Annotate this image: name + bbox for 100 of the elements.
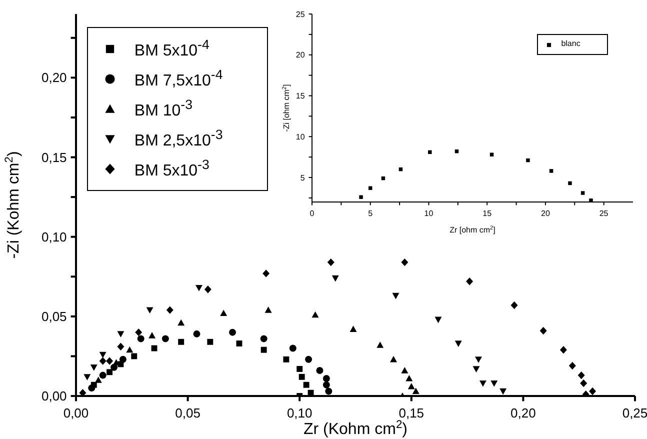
point xyxy=(401,258,408,266)
point xyxy=(207,338,214,345)
point xyxy=(454,340,462,347)
point xyxy=(408,382,415,390)
point xyxy=(178,319,185,326)
point xyxy=(580,379,588,388)
point xyxy=(510,301,518,310)
point xyxy=(204,286,212,294)
point xyxy=(412,388,420,394)
point xyxy=(472,366,480,372)
point xyxy=(260,346,267,353)
x-tick-label: 15 xyxy=(482,209,492,218)
point xyxy=(350,326,357,332)
point xyxy=(376,342,384,348)
point xyxy=(390,356,398,362)
point xyxy=(262,270,270,278)
legend-box: blanc xyxy=(537,34,608,56)
y-tick-label: 0,20 xyxy=(41,70,67,86)
x-tick-label: 5 xyxy=(368,209,374,218)
point xyxy=(322,374,330,382)
point xyxy=(589,387,596,396)
point xyxy=(298,374,305,380)
point xyxy=(312,311,319,318)
y-tick-label: 10 xyxy=(296,132,306,142)
x-tick-label: 0,25 xyxy=(622,406,647,420)
point xyxy=(401,367,408,374)
point xyxy=(229,328,236,336)
point xyxy=(327,258,334,266)
point xyxy=(568,181,572,186)
point xyxy=(137,335,144,342)
point xyxy=(428,150,432,154)
point xyxy=(549,169,554,173)
legend-label: BM 7,5x10$^{-4}$ xyxy=(134,66,223,92)
x-tick-label: 0,15 xyxy=(398,406,424,420)
point xyxy=(162,335,169,342)
point xyxy=(296,366,303,372)
y-tick-label: 0,10 xyxy=(41,229,67,244)
point xyxy=(84,374,91,380)
point xyxy=(178,338,184,345)
point xyxy=(126,346,134,353)
point xyxy=(303,382,310,388)
legend-label: BM 5x10$^{-4}$ xyxy=(134,36,210,62)
point xyxy=(99,372,106,379)
legend-label: BM 2,5x10$^{-3}$ xyxy=(134,126,223,152)
y-tick-label: 25 xyxy=(296,10,306,19)
y-tick-label: 15 xyxy=(296,92,306,101)
y-tick-label: 20 xyxy=(296,50,306,60)
point xyxy=(99,357,106,365)
point xyxy=(500,388,507,395)
point xyxy=(148,332,156,338)
point xyxy=(166,306,174,314)
legend-label: BM 10$^{-3}$ xyxy=(134,96,192,122)
point xyxy=(568,362,576,370)
point xyxy=(490,380,498,387)
point xyxy=(90,364,98,371)
point xyxy=(289,344,296,352)
point xyxy=(260,335,268,342)
y-tick-label: 0,05 xyxy=(41,308,67,324)
point xyxy=(466,278,474,286)
point xyxy=(316,367,324,374)
x-tick-label: 0,05 xyxy=(175,406,200,420)
point xyxy=(368,186,372,190)
x-tick-label: 0 xyxy=(310,209,315,218)
point xyxy=(392,292,400,300)
y-tick-label: 5 xyxy=(300,173,306,182)
point xyxy=(406,374,413,382)
x-tick-label: 10 xyxy=(424,209,434,218)
point xyxy=(220,310,228,316)
point xyxy=(146,307,154,314)
x-axis-title: Zr (Kohm cm$^{2}$) xyxy=(303,419,408,438)
point xyxy=(117,331,124,338)
point xyxy=(99,352,106,358)
point xyxy=(474,356,482,363)
point xyxy=(540,326,547,335)
point xyxy=(131,353,138,360)
point xyxy=(359,195,363,199)
point xyxy=(94,376,102,383)
point xyxy=(195,284,202,292)
point xyxy=(119,356,126,363)
x-tick-label: 25 xyxy=(599,209,609,218)
point xyxy=(106,357,114,365)
y-tick-label: 0,00 xyxy=(41,388,67,404)
point xyxy=(305,356,312,363)
point xyxy=(264,306,272,313)
point xyxy=(479,380,486,387)
y-tick-label: 0,15 xyxy=(41,150,67,165)
point xyxy=(88,384,96,392)
point xyxy=(193,330,200,338)
point xyxy=(106,369,113,376)
point xyxy=(325,388,332,395)
point xyxy=(322,381,330,388)
point xyxy=(560,346,567,354)
point xyxy=(578,371,585,380)
x-tick-label: 0,20 xyxy=(510,406,536,420)
legend-label: blanc xyxy=(561,38,580,50)
point xyxy=(117,342,124,351)
point xyxy=(332,275,339,282)
point xyxy=(434,316,442,324)
point xyxy=(526,158,530,162)
point xyxy=(490,152,494,156)
